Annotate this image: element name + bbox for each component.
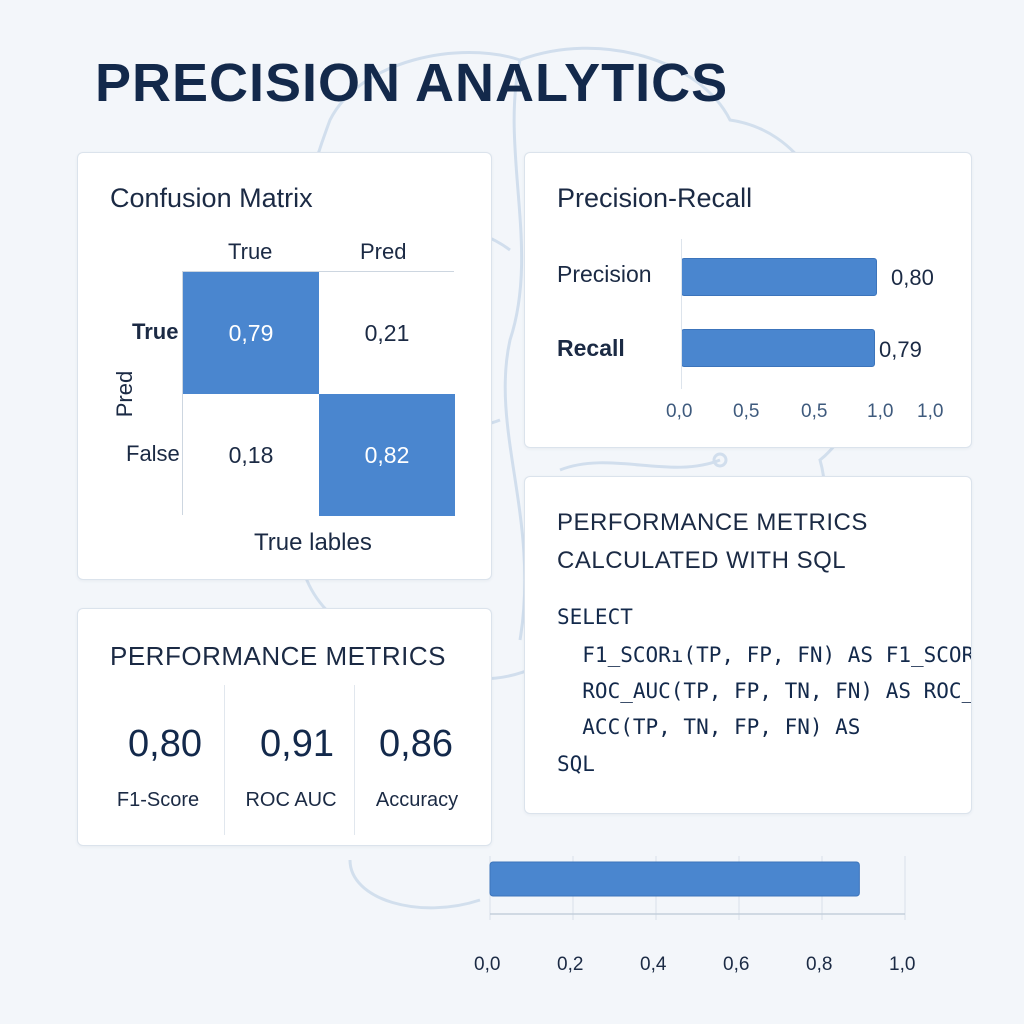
cm-cell-false-pred: 0,82 (319, 394, 455, 516)
bottom-bar (489, 861, 860, 897)
confusion-matrix-title: Confusion Matrix (110, 183, 313, 213)
bottom-bar-chart-plot (489, 856, 906, 920)
confusion-matrix-card: Confusion Matrix True Pred True False Pr… (77, 152, 492, 580)
cm-cell-false-true: 0,18 (183, 394, 319, 516)
sql-card-title-line1: PERFORMANCE METRICS (557, 509, 868, 536)
pr-tick-4: 1,0 (917, 401, 944, 422)
pr-bar-recall (681, 329, 875, 367)
metric-value-accuracy: 0,86 (379, 723, 453, 765)
pr-label-recall: Recall (557, 335, 625, 361)
bottom-tick-4: 0,8 (806, 954, 833, 975)
cm-col-header-true: True (228, 239, 273, 264)
cm-x-axis-label: True lables (254, 529, 372, 556)
sql-code-line: ROC_AUC(TP, FP, TN, FN) AS ROC_AU (557, 679, 972, 703)
cm-row-header-false: False (126, 441, 180, 466)
sql-code-line: F1_SCORı(TP, FP, FN) AS F1_SCORE (557, 643, 972, 667)
pr-tick-3: 1,0 (867, 401, 894, 422)
bottom-tick-3: 0,6 (723, 954, 750, 975)
sql-metrics-card: PERFORMANCE METRICS CALCULATED WITH SQL … (524, 476, 972, 814)
metric-divider (224, 685, 225, 835)
metric-value-f1: 0,80 (128, 723, 202, 765)
pr-tick-0: 0,0 (666, 401, 693, 422)
bottom-bar-chart: 0,0 0,2 0,4 0,6 0,8 1,0 (470, 850, 930, 990)
cm-cell-true-pred: 0,21 (319, 272, 455, 394)
confusion-matrix-grid: 0,79 0,21 0,18 0,82 (182, 271, 455, 516)
pr-bar-precision (681, 258, 877, 296)
precision-recall-card: Precision-Recall Precision Recall 0,80 0… (524, 152, 972, 448)
bottom-tick-0: 0,0 (474, 954, 501, 975)
pr-axis-line (681, 239, 682, 389)
metric-label-roc-auc: ROC AUC (245, 789, 337, 811)
cm-cell-true-true: 0,79 (183, 272, 319, 394)
performance-metrics-card: PERFORMANCE METRICS 0,80 F1-Score 0,91 R… (77, 608, 492, 846)
precision-recall-title: Precision-Recall (557, 183, 753, 213)
sql-card-title-line2: CALCULATED WITH SQL (557, 547, 847, 574)
pr-value-precision: 0,80 (891, 265, 934, 290)
bottom-tick-1: 0,2 (557, 954, 584, 975)
metric-divider (354, 685, 355, 835)
cm-col-header-pred: Pred (360, 239, 407, 264)
performance-metrics-title: PERFORMANCE METRICS (110, 641, 446, 671)
sql-code-line: SQL (557, 752, 595, 776)
sql-code-line: ACC(TP, TN, FP, FN) AS (557, 715, 861, 739)
metric-label-accuracy: Accuracy (375, 789, 459, 811)
pr-label-precision: Precision (557, 261, 652, 287)
pr-value-recall: 0,79 (879, 337, 922, 362)
cm-y-axis-label: Pred (112, 370, 138, 418)
sql-code-line: SELECT (557, 605, 633, 629)
metric-label-f1: F1-Score (116, 789, 200, 811)
bottom-tick-2: 0,4 (640, 954, 667, 975)
page-title: PRECISION ANALYTICS (95, 53, 729, 113)
bottom-tick-5: 1,0 (889, 954, 916, 975)
metric-value-roc-auc: 0,91 (260, 723, 334, 765)
pr-tick-2: 0,5 (801, 401, 828, 422)
pr-tick-1: 0,5 (733, 401, 760, 422)
cm-row-header-true: True (132, 319, 179, 344)
